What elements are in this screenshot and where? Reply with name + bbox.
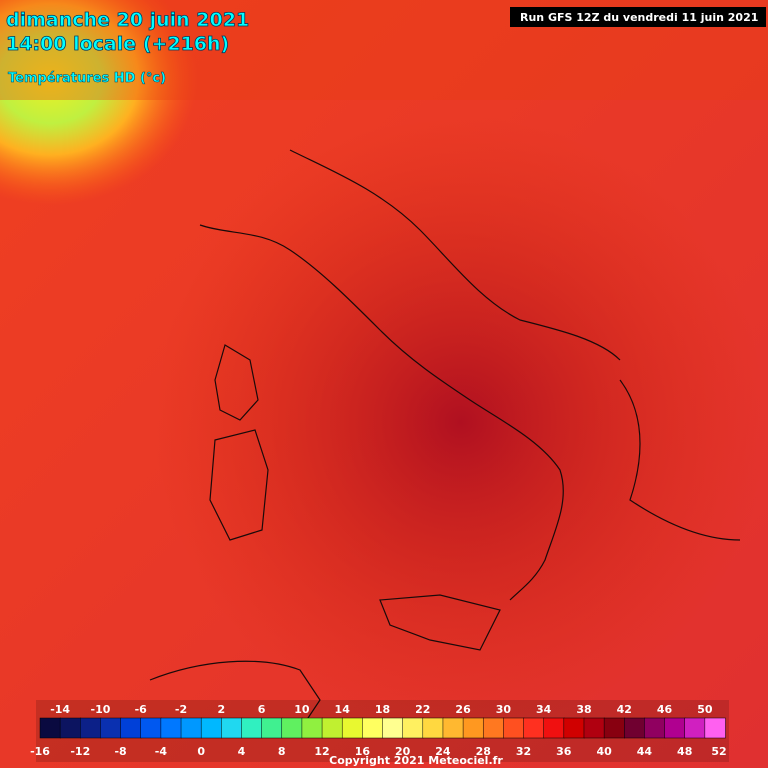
- legend-swatch: [684, 717, 706, 739]
- legend: -14 -10 -6 -2 2 6 10 14 18 22 26 30 34 38 42 46 50-16 -12…: [30, 700, 729, 762]
- legend-swatch: [462, 717, 484, 739]
- legend-top-label: -2: [175, 703, 187, 716]
- legend-swatch: [80, 717, 102, 739]
- legend-bottom-label: -8: [114, 745, 126, 758]
- legend-swatch: [321, 717, 343, 739]
- coastlines: [149, 149, 741, 731]
- legend-swatch: [341, 717, 364, 739]
- run-box: [510, 7, 766, 27]
- legend-top-label: -10: [91, 703, 111, 716]
- legend-swatch: [624, 717, 646, 739]
- greece-coast: [619, 379, 741, 541]
- legend-swatch: [180, 717, 202, 739]
- legend-swatch: [301, 717, 323, 739]
- legend-bottom-label: 4: [238, 745, 246, 758]
- africa-coast: [149, 660, 321, 731]
- legend-swatch: [200, 717, 223, 739]
- legend-bottom-label: 8: [278, 745, 286, 758]
- map-title: dimanche 20 juin 2021: [6, 9, 249, 31]
- legend-top-label: 50: [697, 703, 713, 716]
- legend-top-label: 14: [335, 703, 351, 716]
- legend-swatch: [442, 717, 464, 739]
- legend-bottom-label: 24: [435, 745, 451, 758]
- legend-swatch: [583, 717, 605, 739]
- legend-swatch: [704, 717, 726, 739]
- legend-top-label: 46: [657, 703, 673, 716]
- legend-bottom-label: -16: [30, 745, 50, 758]
- legend-swatch: [140, 717, 162, 739]
- legend-swatch: [523, 717, 545, 739]
- legend-swatch: [261, 717, 283, 739]
- legend-swatch: [402, 717, 424, 739]
- legend-swatch: [382, 717, 404, 739]
- run-info: Run GFS 12Z du vendredi 11 juin 2021: [520, 11, 758, 24]
- legend-swatch: [563, 717, 585, 739]
- legend-swatch: [241, 717, 263, 739]
- legend-bottom-label: 40: [596, 745, 612, 758]
- sicily: [379, 594, 501, 651]
- legend-swatch: [422, 717, 444, 739]
- legend-swatch: [664, 717, 686, 739]
- legend-swatch: [543, 717, 565, 739]
- legend-swatch: [482, 717, 505, 739]
- legend-swatch: [644, 717, 666, 739]
- map-variable: Températures HD (°c): [8, 71, 166, 86]
- legend-swatch: [221, 717, 243, 739]
- adriatic-coast: [289, 149, 621, 361]
- legend-top-label: 2: [217, 703, 225, 716]
- legend-swatch: [59, 717, 82, 739]
- legend-top-label: 6: [258, 703, 266, 716]
- legend-top-label: 10: [294, 703, 310, 716]
- legend-top-label: 38: [576, 703, 591, 716]
- legend-bottom-label: 52: [711, 745, 726, 758]
- legend-top-label: 30: [496, 703, 512, 716]
- copyright: Copyright 2021 Meteociel.fr: [329, 754, 503, 767]
- legend-top-label: 18: [375, 703, 390, 716]
- sardinia: [209, 429, 269, 541]
- legend-swatch: [603, 717, 626, 739]
- legend-swatch: [160, 717, 182, 739]
- legend-bottom-label: 16: [355, 745, 371, 758]
- legend-bottom-label: 48: [677, 745, 692, 758]
- legend-bottom-label: 12: [314, 745, 329, 758]
- legend-top-label: -14: [50, 703, 70, 716]
- legend-swatch: [39, 717, 61, 739]
- legend-bottom-label: 44: [637, 745, 653, 758]
- legend-bottom-label: 0: [197, 745, 205, 758]
- legend-bottom-label: -4: [155, 745, 168, 758]
- legend-bottom-label: 20: [395, 745, 411, 758]
- legend-swatch: [100, 717, 122, 739]
- legend-top-label: -6: [135, 703, 148, 716]
- legend-bottom-label: 28: [476, 745, 491, 758]
- legend-swatch: [503, 717, 525, 739]
- legend-top-label: 42: [617, 703, 632, 716]
- legend-top-label: 26: [455, 703, 471, 716]
- legend-top-label: 34: [536, 703, 552, 716]
- legend-swatch: [120, 717, 142, 739]
- legend-swatch: [362, 717, 384, 739]
- legend-bottom-label: -12: [70, 745, 90, 758]
- corsica: [214, 344, 259, 421]
- legend-top-label: 22: [415, 703, 430, 716]
- map-time: 14:00 locale (+216h): [6, 33, 229, 55]
- legend-bottom-label: 32: [516, 745, 531, 758]
- legend-swatch: [281, 717, 303, 739]
- italy-coast: [199, 224, 564, 601]
- legend-bottom-label: 36: [556, 745, 572, 758]
